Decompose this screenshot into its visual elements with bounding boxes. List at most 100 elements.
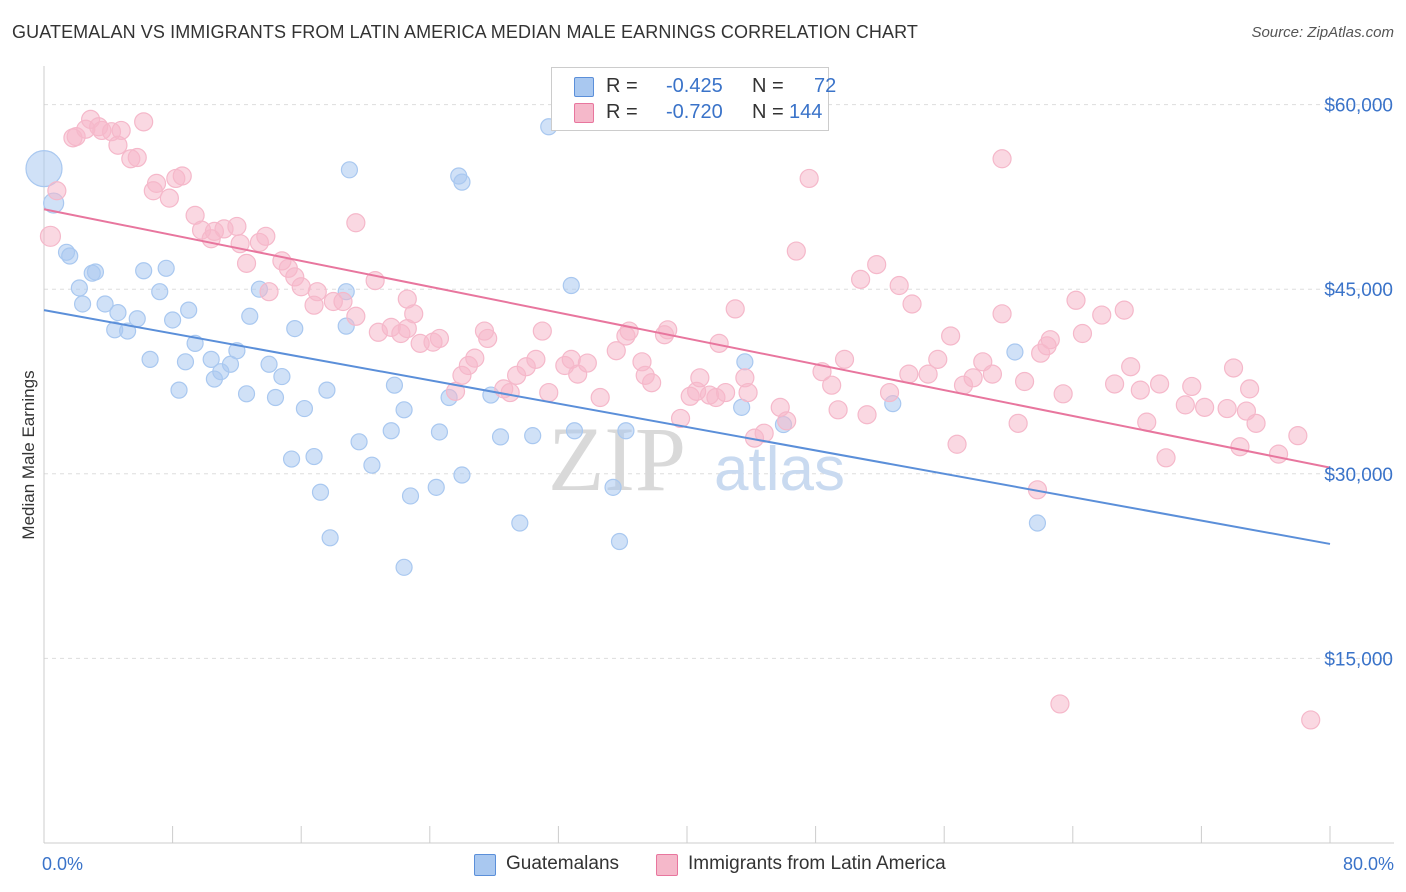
point-immigrants <box>786 241 806 261</box>
points-immigrants <box>39 109 1321 730</box>
point-guatemalans <box>266 388 285 407</box>
point-immigrants <box>715 382 736 403</box>
point-guatemalans <box>524 427 542 445</box>
point-immigrants <box>346 213 366 233</box>
bottom-legend-label-guatemalans: Guatemalans <box>506 853 620 874</box>
point-immigrants <box>1104 374 1125 394</box>
point-guatemalans <box>73 295 92 313</box>
point-immigrants <box>642 373 662 393</box>
point-guatemalans <box>135 262 153 280</box>
point-immigrants <box>539 382 559 403</box>
point-guatemalans <box>202 350 220 368</box>
point-guatemalans <box>430 423 449 441</box>
point-guatemalans <box>1028 514 1047 532</box>
point-immigrants <box>1121 357 1141 377</box>
chart-title: GUATEMALAN VS IMMIGRANTS FROM LATIN AMER… <box>12 22 918 42</box>
point-immigrants <box>1268 444 1289 464</box>
point-immigrants <box>333 291 353 312</box>
point-immigrants <box>1223 358 1244 378</box>
point-immigrants <box>143 181 163 201</box>
point-guatemalans <box>237 385 256 403</box>
point-immigrants <box>690 368 710 388</box>
point-immigrants <box>1240 379 1260 399</box>
x-tick-label: 80.0% <box>1343 854 1394 874</box>
point-guatemalans <box>427 478 445 496</box>
point-guatemalans <box>562 276 580 295</box>
point-guatemalans <box>295 399 314 418</box>
legend-r-value: -0.720 <box>666 101 723 123</box>
point-immigrants <box>1114 300 1134 320</box>
legend-n-value: 72 <box>814 75 837 97</box>
point-immigrants <box>947 434 967 454</box>
point-immigrants <box>670 408 691 429</box>
point-immigrants <box>1288 426 1308 446</box>
point-guatemalans <box>1006 343 1024 361</box>
tick-labels: $15,000 $30,000 $45,000 $60,000 0.0% 80.0% <box>42 96 1394 874</box>
point-guatemalans <box>511 514 529 532</box>
bottom-legend-swatch-guatemalans <box>474 854 496 876</box>
point-guatemalans <box>565 422 584 440</box>
point-immigrants <box>754 423 774 443</box>
point-guatemalans <box>61 247 79 265</box>
point-immigrants <box>1175 395 1195 415</box>
trend-line-immigrants <box>43 208 1331 469</box>
point-immigrants <box>889 275 909 296</box>
y-axis-label: Median Male Earnings <box>19 370 38 539</box>
point-guatemalans <box>260 355 278 373</box>
point-immigrants <box>928 349 948 369</box>
point-immigrants <box>236 253 257 273</box>
point-immigrants <box>1053 384 1073 404</box>
point-immigrants <box>1092 305 1112 325</box>
point-immigrants <box>902 294 922 314</box>
point-guatemalans <box>385 376 404 394</box>
point-immigrants <box>963 368 983 388</box>
point-immigrants <box>1230 437 1250 457</box>
point-immigrants <box>725 299 745 319</box>
watermark: ZIP atlas <box>548 408 845 510</box>
point-immigrants <box>227 216 247 237</box>
source-credit: Source: ZipAtlas.com <box>1251 24 1394 41</box>
point-guatemalans <box>401 487 420 505</box>
point-guatemalans <box>273 367 291 386</box>
point-immigrants <box>1301 710 1321 730</box>
point-immigrants <box>738 382 758 403</box>
point-guatemalans <box>282 450 301 468</box>
point-immigrants <box>822 375 842 395</box>
point-immigrants <box>1066 290 1086 310</box>
point-immigrants <box>1156 448 1176 468</box>
point-immigrants <box>1217 398 1237 419</box>
point-immigrants <box>857 405 877 425</box>
point-guatemalans <box>141 350 159 368</box>
y-tick-label: $45,000 <box>1324 280 1393 301</box>
point-immigrants <box>879 382 900 403</box>
axes <box>43 66 1394 844</box>
point-guatemalans <box>395 558 413 576</box>
trend-lines <box>43 208 1331 545</box>
point-immigrants <box>304 295 324 315</box>
point-immigrants <box>159 188 179 208</box>
point-guatemalans <box>286 319 304 338</box>
point-immigrants <box>982 364 1003 384</box>
point-guatemalans <box>453 466 471 484</box>
point-guatemalans <box>70 279 88 297</box>
point-guatemalans <box>151 283 169 301</box>
point-guatemalans <box>340 161 359 179</box>
watermark-atlas: atlas <box>714 435 845 504</box>
point-guatemalans <box>617 422 635 440</box>
point-immigrants <box>834 349 855 369</box>
point-guatemalans <box>157 259 175 277</box>
point-immigrants <box>1050 694 1070 714</box>
point-guatemalans <box>176 353 195 371</box>
point-immigrants <box>799 168 819 189</box>
point-immigrants <box>259 282 279 302</box>
point-immigrants <box>899 364 919 384</box>
point-immigrants <box>47 181 67 201</box>
point-guatemalans <box>382 422 400 440</box>
point-guatemalans <box>363 456 381 474</box>
point-immigrants <box>500 382 520 403</box>
point-immigrants <box>39 225 62 247</box>
legend-swatch-immigrants <box>574 103 594 123</box>
point-guatemalans <box>321 529 339 547</box>
y-tick-label: $15,000 <box>1324 649 1393 670</box>
